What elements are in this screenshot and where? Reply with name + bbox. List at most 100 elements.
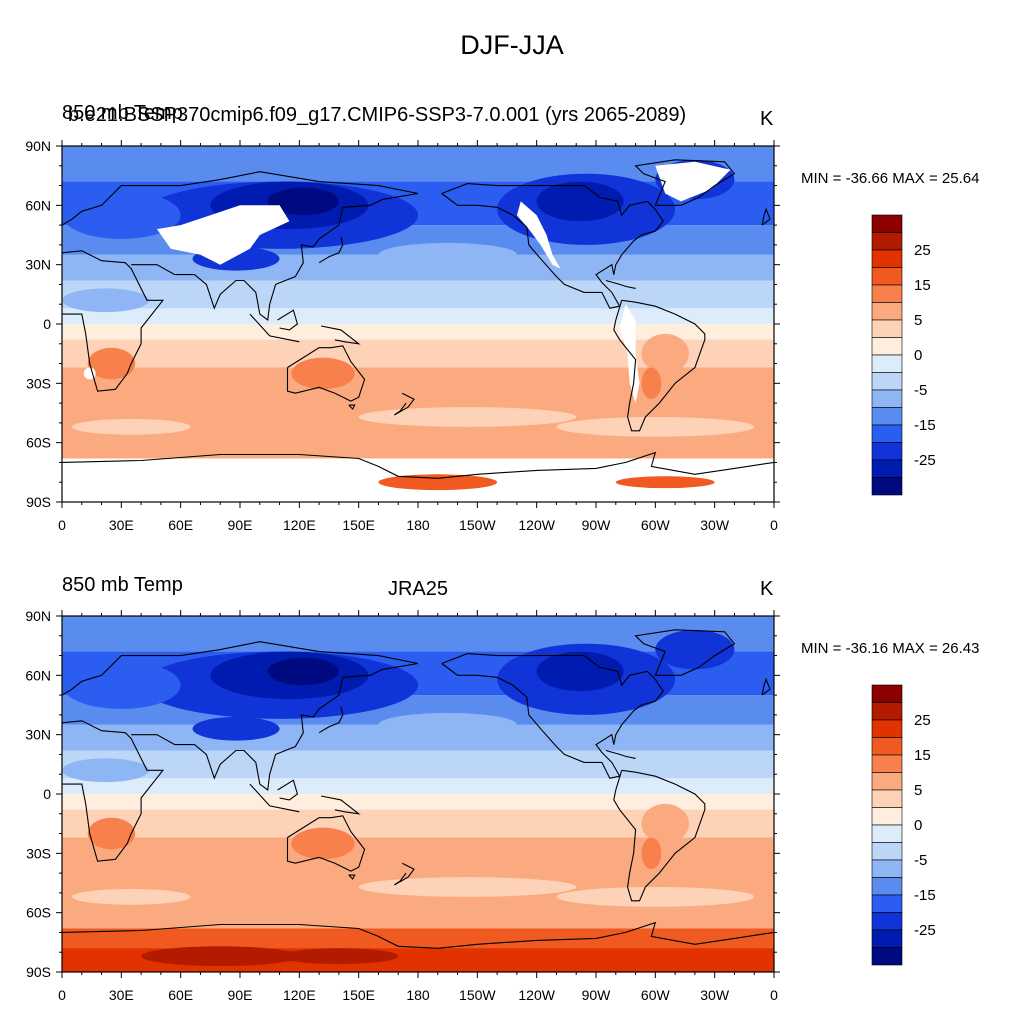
panel2-colorbar-swatch: [871, 894, 903, 913]
panel2-colorbar-label: -15: [914, 887, 936, 904]
panel1-colorbar-label: -5: [914, 382, 927, 399]
panel1-blob-sahel: [61, 288, 150, 313]
panel1-lon-label: 0: [770, 517, 778, 530]
panel1-colorbar-swatch: [871, 249, 903, 268]
panel2-blob-siberia-core: [267, 657, 339, 686]
panel2-blob-tibet: [192, 716, 280, 741]
panel1-lon-label: 30W: [700, 517, 730, 530]
coast-north-america: [441, 183, 664, 309]
panel2-lon-label: 0: [58, 987, 66, 1003]
panel1-blob-indian-tongue: [71, 418, 191, 435]
panel2-minmax: MIN = -36.16 MAX = 26.43: [801, 640, 979, 657]
panel2-min: MIN = -36.16: [801, 640, 889, 657]
panel1-min: MIN = -36.66: [801, 170, 889, 187]
panel1-case-label: b.e21.BSSP370cmip6.f09_g17.CMIP6-SSP3-7.…: [68, 104, 687, 126]
panel1-band-trop-n: [62, 280, 774, 309]
panel1-colorbar-swatch: [871, 477, 903, 496]
panel1-blob-siberia-core: [267, 187, 339, 216]
panel1-blob-canada-inner: [536, 181, 624, 222]
panel2-lon-label: 180: [406, 987, 430, 1003]
main-title: DJF-JJA: [460, 30, 564, 60]
panel1-blob-brazil: [641, 333, 689, 374]
panel1-colorbar-swatch: [871, 424, 903, 443]
coast-borneo: [277, 779, 299, 801]
coast-japan: [318, 236, 344, 264]
coast-north-america: [441, 653, 664, 779]
panel2-lat-label: 60N: [25, 667, 51, 683]
panel1-blob-europe: [62, 191, 181, 239]
panel2-blob-atlantic-tongue: [556, 886, 755, 907]
panel2-colorbar-swatch: [871, 719, 903, 738]
panel1-lat-label: 30S: [26, 375, 51, 391]
panel1-colorbar-swatch: [871, 389, 903, 408]
panel2-band-equator-n: [62, 778, 774, 794]
panel2-colorbar-swatch: [871, 824, 903, 843]
coast-asia-east: [131, 192, 419, 322]
coast-eurasia-north: [61, 641, 419, 696]
panel1-lon-label: 150W: [459, 517, 496, 530]
panel2-colorbar-label: 0: [914, 817, 922, 834]
panel2-blob-sahel: [61, 758, 150, 783]
panel1-lon-label: 30E: [109, 517, 134, 530]
panel1-colorbar-label: 5: [914, 312, 922, 329]
panel1-units: K: [760, 108, 774, 130]
panel1-band-equator-s: [62, 324, 774, 340]
panel1-blob-argentina: [641, 367, 662, 400]
panel1-blob-atlantic-tongue: [556, 416, 755, 437]
panel1-lon-label: 120E: [283, 517, 316, 530]
panel2-lat-label: 30S: [26, 845, 51, 861]
panel1-lon-label: 0: [58, 517, 66, 530]
panel1-colorbar-swatch: [871, 354, 903, 373]
panel1-colorbar-label: 0: [914, 347, 922, 364]
panel1-lon-label: 90W: [582, 517, 612, 530]
panel2-colorbar-label: 15: [914, 747, 931, 764]
panel1-blob-antarctic-weddell: [615, 476, 715, 489]
coast-tasmania: [348, 404, 356, 410]
panel2-lon-label: 60E: [168, 987, 193, 1003]
panel2-blob-south-africa: [87, 817, 136, 850]
panel1-colorbar-swatch: [871, 372, 903, 391]
panel2-band-southern-ocean: [62, 908, 774, 929]
panel2-blob-antarctic-ross: [279, 948, 399, 965]
panel2-colorbar-label: 5: [914, 782, 922, 799]
coast-asia-east: [131, 662, 419, 792]
panel1-colorbar-swatch: [871, 459, 903, 478]
coast-greenland: [634, 629, 736, 676]
panel1-colorbar-swatch: [871, 319, 903, 338]
coast-caribbean: [605, 749, 636, 759]
panel1-lon-label: 180: [406, 517, 430, 530]
panel2-colorbar-swatch: [871, 684, 903, 703]
panel1-colorbar-swatch: [871, 284, 903, 303]
coast-borneo: [277, 309, 299, 331]
panel2-blob-argentina: [641, 837, 662, 870]
coast-africa: [61, 250, 165, 392]
panel1-band-arctic: [62, 146, 774, 182]
panel2-colorbar-swatch: [871, 947, 903, 966]
panel2-colorbar-swatch: [871, 754, 903, 773]
panel2-lon-label: 30E: [109, 987, 134, 1003]
panel2-band-trop-n: [62, 750, 774, 779]
coast-newguinea: [320, 325, 361, 345]
panel2-blob-indian-tongue: [71, 888, 191, 905]
coast-africa: [61, 720, 165, 862]
panel1-max: MAX = 25.64: [892, 170, 980, 187]
coast-tasmania: [348, 874, 356, 880]
panel2-lon-label: 120E: [283, 987, 316, 1003]
panel1-colorbar-label: -15: [914, 417, 936, 434]
coast-newzealand: [393, 862, 415, 886]
panel1-lon-label: 120W: [518, 517, 555, 530]
panel1-lon-label: 60E: [168, 517, 193, 530]
coast-australia: [286, 345, 366, 402]
panel2-colorbar: 25 15 5 0 -5 -15 -25: [871, 684, 936, 966]
panel1-colorbar-swatch: [871, 442, 903, 461]
panel1-band-southern-ocean: [62, 438, 774, 459]
panel2-colorbar-swatch: [871, 912, 903, 931]
panel1-missing-rockies: [516, 201, 561, 269]
panel1-lon-label: 90E: [228, 517, 253, 530]
panel2-center-label: JRA25: [387, 578, 449, 600]
panel1-colorbar-label: 15: [914, 277, 931, 294]
coast-eurasia-north: [61, 171, 419, 226]
panel1-lat-label: 90S: [26, 494, 51, 510]
panel1-map: 90N 60N 30N 0 30S 60S 90S 0 30E 60E 90E 120E 150E 180…: [25, 138, 780, 530]
panel2-blob-brazil: [641, 803, 689, 844]
